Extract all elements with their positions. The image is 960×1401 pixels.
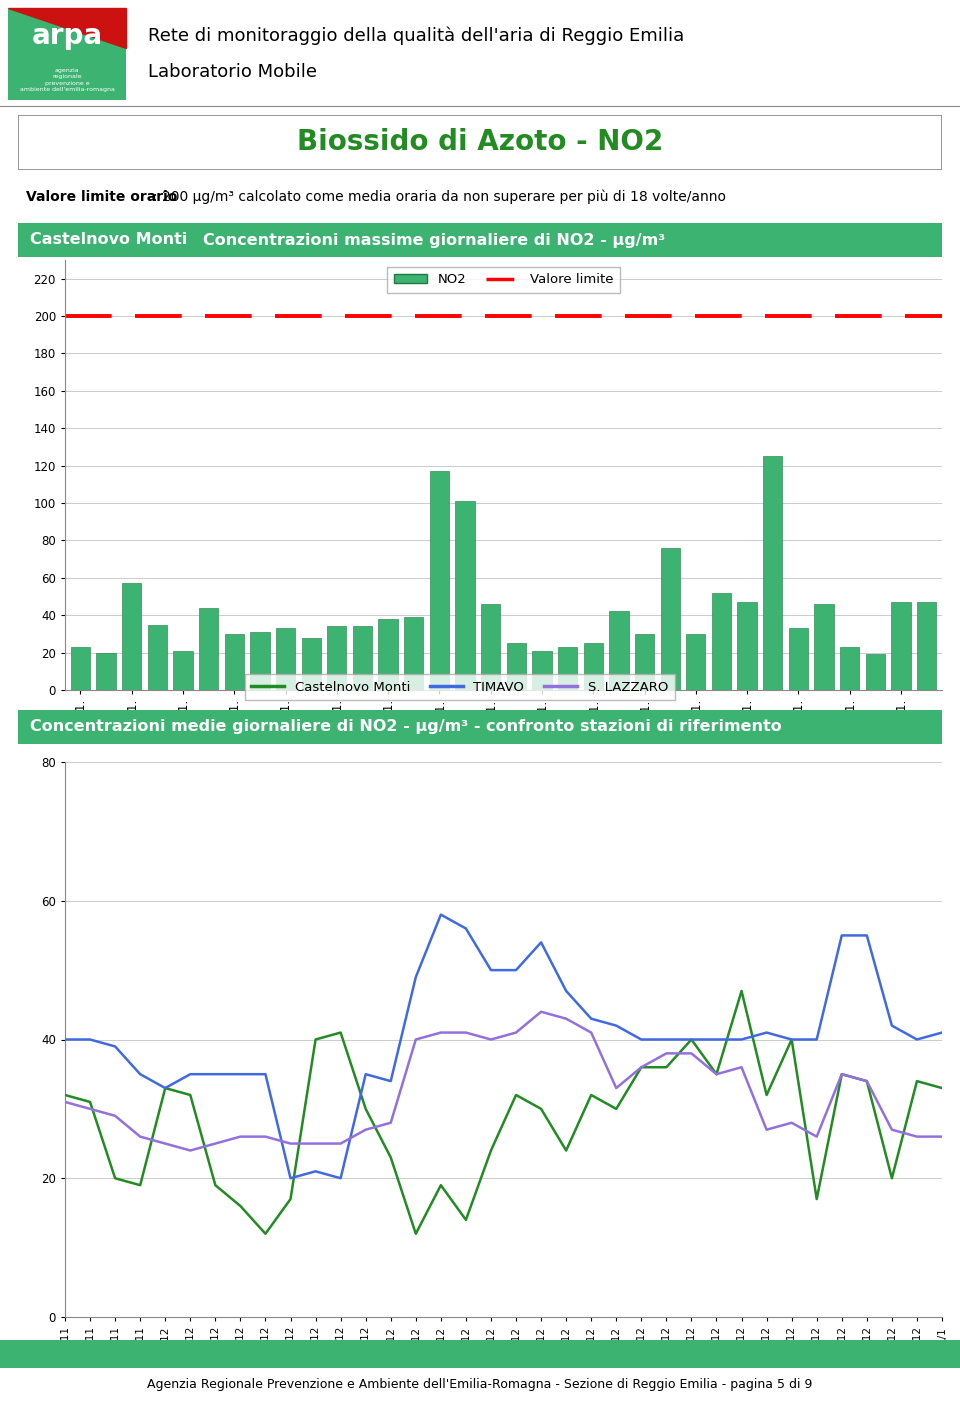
Text: Laboratorio Mobile: Laboratorio Mobile bbox=[148, 63, 317, 81]
Text: arpa: arpa bbox=[32, 22, 103, 50]
Text: Biossido di Azoto - NO2: Biossido di Azoto - NO2 bbox=[297, 129, 663, 157]
Text: Rete di monitoraggio della qualità dell'aria di Reggio Emilia: Rete di monitoraggio della qualità dell'… bbox=[148, 27, 684, 45]
Bar bbox=[96, 653, 115, 691]
Bar bbox=[404, 616, 423, 691]
Legend: Castelnovo Monti, TIMAVO, S. LAZZARO: Castelnovo Monti, TIMAVO, S. LAZZARO bbox=[245, 674, 675, 700]
Bar bbox=[430, 471, 449, 691]
Text: : 200 μg/m³ calcolato come media oraria da non superare per più di 18 volte/anno: : 200 μg/m³ calcolato come media oraria … bbox=[153, 189, 726, 205]
Text: Castelnovo Monti: Castelnovo Monti bbox=[30, 233, 187, 248]
Bar bbox=[635, 633, 654, 691]
Text: Agenzia Regionale Prevenzione e Ambiente dell'Emilia-Romagna - Sezione di Reggio: Agenzia Regionale Prevenzione e Ambiente… bbox=[147, 1379, 813, 1391]
Legend: NO2, Valore limite: NO2, Valore limite bbox=[387, 266, 619, 293]
Bar bbox=[763, 457, 782, 691]
Bar bbox=[840, 647, 859, 691]
Text: Valore limite orario: Valore limite orario bbox=[26, 191, 178, 205]
Bar bbox=[199, 608, 218, 691]
Bar bbox=[660, 548, 680, 691]
FancyBboxPatch shape bbox=[18, 115, 942, 170]
Bar bbox=[455, 502, 474, 691]
Bar bbox=[507, 643, 526, 691]
FancyBboxPatch shape bbox=[18, 223, 942, 256]
Bar bbox=[481, 604, 500, 691]
Bar bbox=[225, 633, 244, 691]
Bar bbox=[584, 643, 603, 691]
Bar bbox=[276, 628, 295, 691]
Bar bbox=[533, 650, 552, 691]
Bar bbox=[122, 583, 141, 691]
Polygon shape bbox=[8, 8, 126, 48]
FancyBboxPatch shape bbox=[0, 1339, 960, 1367]
Text: Concentrazioni medie giornaliere di NO2 - μg/m³ - confronto stazioni di riferime: Concentrazioni medie giornaliere di NO2 … bbox=[30, 720, 781, 734]
Text: agenzia
regionale
prevenzione e
ambiente dell'emilia-romagna: agenzia regionale prevenzione e ambiente… bbox=[19, 67, 114, 92]
Bar bbox=[814, 604, 833, 691]
Bar bbox=[327, 626, 347, 691]
Bar bbox=[891, 602, 911, 691]
Bar bbox=[251, 632, 270, 691]
Bar bbox=[558, 647, 577, 691]
Bar bbox=[686, 633, 706, 691]
Bar bbox=[712, 593, 732, 691]
Bar bbox=[378, 619, 397, 691]
Bar bbox=[866, 654, 885, 691]
Bar bbox=[789, 628, 808, 691]
FancyBboxPatch shape bbox=[18, 710, 942, 744]
Bar bbox=[917, 602, 936, 691]
Bar bbox=[737, 602, 756, 691]
Text: Concentrazioni massime giornaliere di NO2 - μg/m³: Concentrazioni massime giornaliere di NO… bbox=[203, 233, 665, 248]
Bar bbox=[148, 625, 167, 691]
FancyBboxPatch shape bbox=[8, 8, 126, 99]
Bar bbox=[353, 626, 372, 691]
Bar bbox=[301, 637, 321, 691]
Bar bbox=[610, 611, 629, 691]
Bar bbox=[71, 647, 90, 691]
Bar bbox=[174, 650, 193, 691]
